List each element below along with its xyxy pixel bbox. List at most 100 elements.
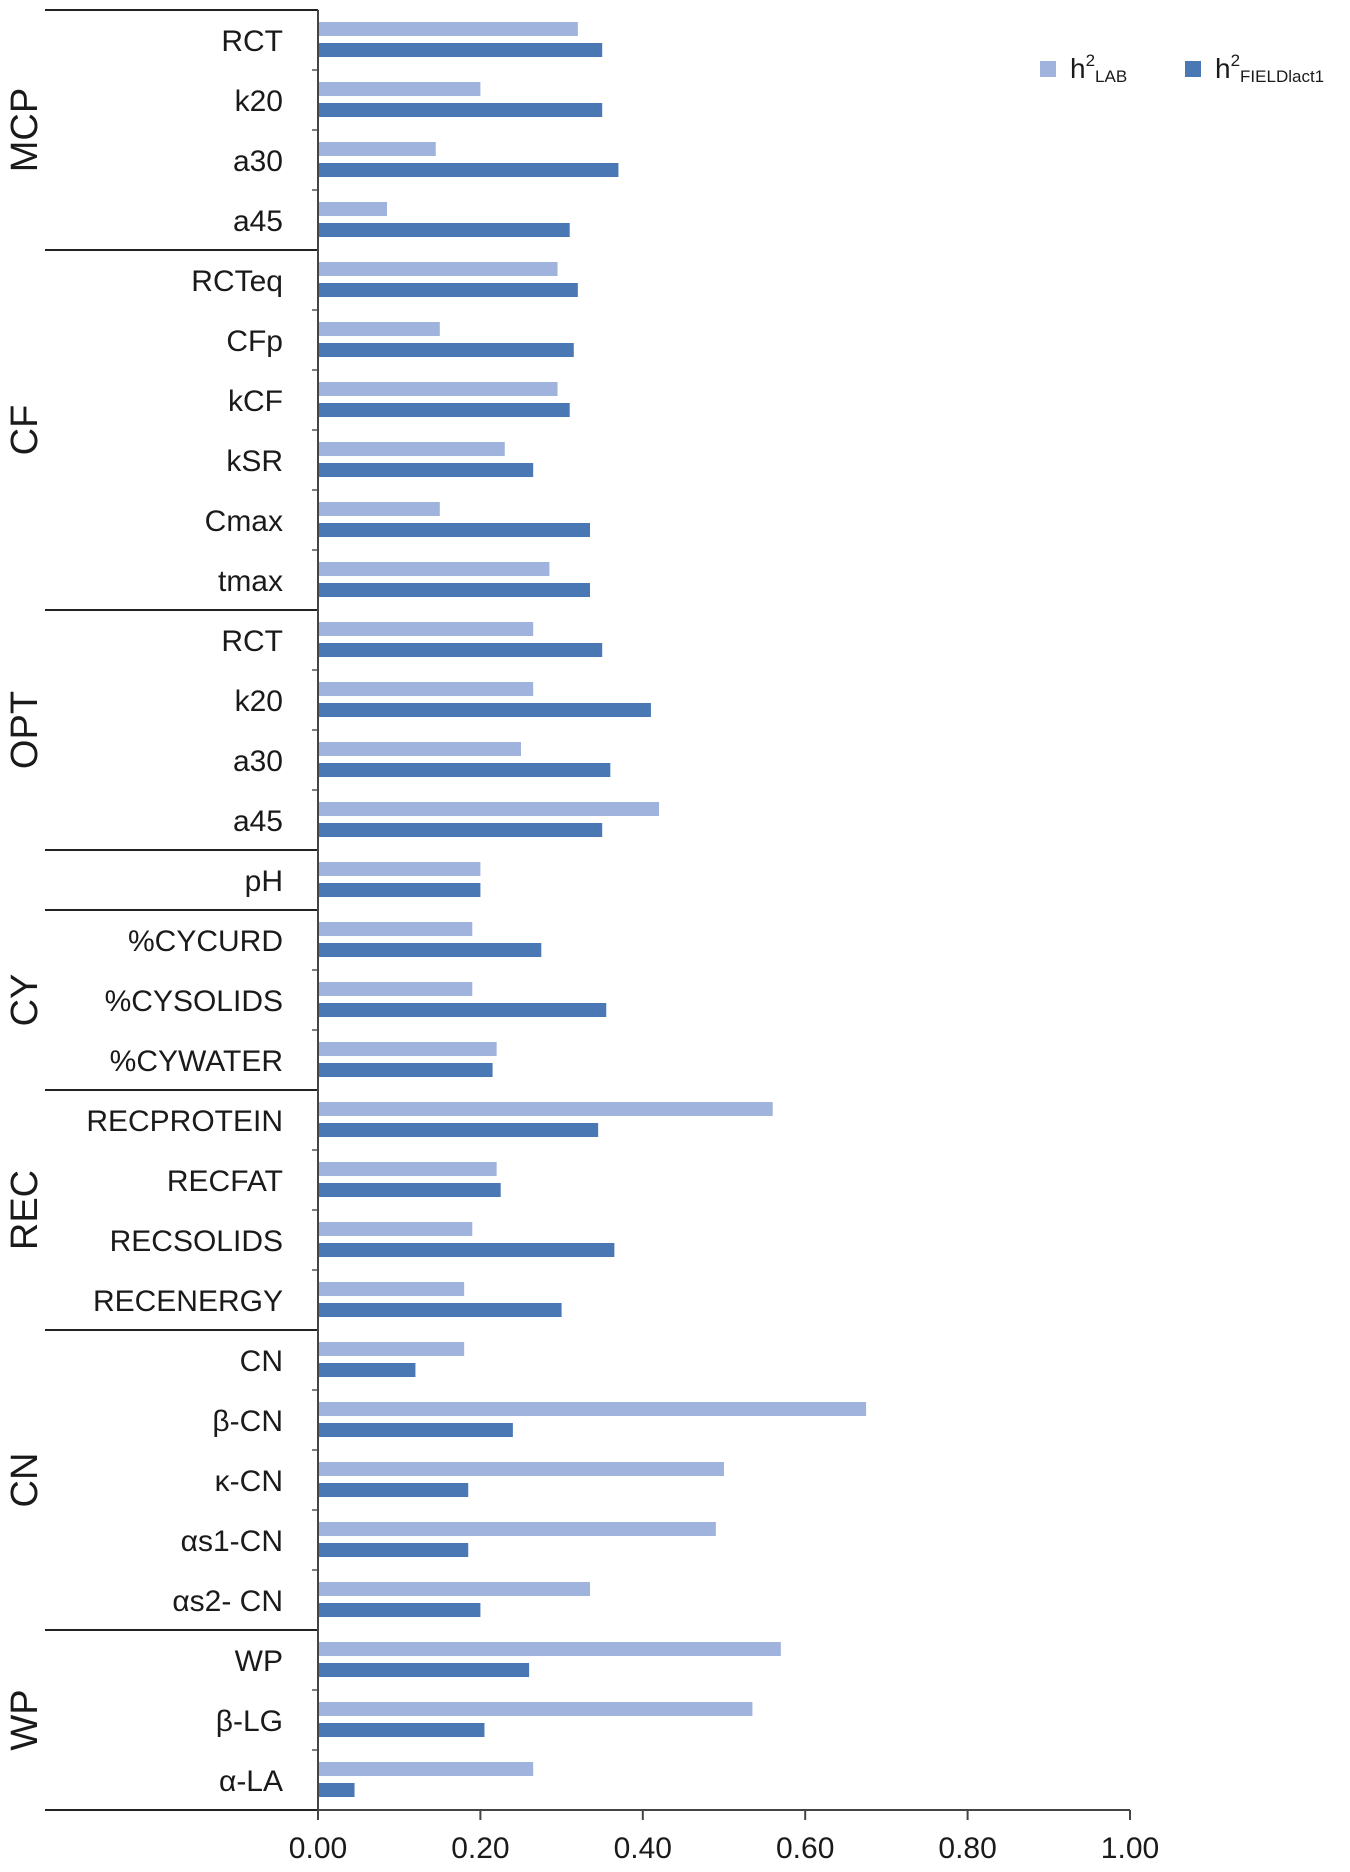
group-label: OPT xyxy=(4,691,46,769)
category-label: kCF xyxy=(228,385,283,418)
bar-h2-lab xyxy=(319,1762,534,1776)
bar-h2-fieldlact1 xyxy=(319,1003,607,1017)
bar-h2-lab xyxy=(319,142,436,156)
bar-h2-lab xyxy=(319,22,578,36)
category-label: kSR xyxy=(226,445,283,478)
legend-label-sub: LAB xyxy=(1095,67,1127,86)
bar-h2-fieldlact1 xyxy=(319,703,651,717)
group-label: CY xyxy=(4,974,46,1027)
bar-h2-fieldlact1 xyxy=(319,523,591,537)
bar-h2-lab xyxy=(319,1162,497,1176)
bar-h2-lab xyxy=(319,1282,465,1296)
category-label: RECFAT xyxy=(167,1165,283,1198)
bar-h2-lab xyxy=(319,502,440,516)
category-label: κ-CN xyxy=(215,1465,283,1498)
category-label: k20 xyxy=(235,85,283,118)
bar-h2-lab xyxy=(319,262,558,276)
bar-h2-lab xyxy=(319,682,534,696)
bar-h2-lab xyxy=(319,1342,465,1356)
category-label: a30 xyxy=(233,145,283,178)
bar-h2-lab xyxy=(319,1402,867,1416)
category-label: α-LA xyxy=(219,1765,283,1798)
bar-h2-fieldlact1 xyxy=(319,823,603,837)
category-label: a45 xyxy=(233,805,283,838)
bar-h2-lab xyxy=(319,1642,781,1656)
bar-h2-fieldlact1 xyxy=(319,763,611,777)
bar-h2-fieldlact1 xyxy=(319,1603,481,1617)
legend-label-sub: FIELDlact1 xyxy=(1240,67,1324,86)
x-tick-label: 0.40 xyxy=(614,1832,672,1865)
category-label: β-CN xyxy=(212,1405,283,1438)
bar-h2-fieldlact1 xyxy=(319,403,570,417)
category-label: CFp xyxy=(226,325,283,358)
category-label: %CYCURD xyxy=(128,925,283,958)
bar-h2-lab xyxy=(319,562,550,576)
bar-h2-lab xyxy=(319,1462,724,1476)
category-label: RECPROTEIN xyxy=(86,1105,283,1138)
legend-label-base: h xyxy=(1070,53,1086,84)
category-label: WP xyxy=(235,1645,283,1678)
category-label: k20 xyxy=(235,685,283,718)
bar-h2-lab xyxy=(319,1702,753,1716)
bar-h2-lab xyxy=(319,82,481,96)
category-label: αs1-CN xyxy=(181,1525,283,1558)
category-label: a30 xyxy=(233,745,283,778)
bar-h2-fieldlact1 xyxy=(319,223,570,237)
category-label: RECSOLIDS xyxy=(110,1225,283,1258)
legend-swatch xyxy=(1185,61,1201,77)
bar-h2-lab xyxy=(319,1042,497,1056)
x-tick-label: 0.80 xyxy=(938,1832,996,1865)
bar-h2-fieldlact1 xyxy=(319,1243,615,1257)
bar-h2-fieldlact1 xyxy=(319,1123,599,1137)
bar-h2-lab xyxy=(319,202,388,216)
bar-h2-fieldlact1 xyxy=(319,1183,501,1197)
legend-swatch xyxy=(1040,61,1056,77)
group-label: WP xyxy=(4,1689,46,1750)
bar-h2-fieldlact1 xyxy=(319,1663,530,1677)
bar-h2-lab xyxy=(319,1582,591,1596)
category-label: RCT xyxy=(221,25,283,58)
bar-h2-fieldlact1 xyxy=(319,883,481,897)
category-label: CN xyxy=(240,1345,283,1378)
bar-h2-fieldlact1 xyxy=(319,943,542,957)
x-tick-label: 1.00 xyxy=(1101,1832,1159,1865)
bar-h2-fieldlact1 xyxy=(319,343,574,357)
category-label: RECENERGY xyxy=(93,1285,283,1318)
bar-h2-fieldlact1 xyxy=(319,1723,485,1737)
bar-h2-fieldlact1 xyxy=(319,1303,562,1317)
bar-h2-lab xyxy=(319,322,440,336)
bar-h2-fieldlact1 xyxy=(319,103,603,117)
bar-h2-lab xyxy=(319,862,481,876)
legend-label-sup: 2 xyxy=(1231,51,1240,70)
category-label: RCTeq xyxy=(191,265,283,298)
x-tick-label: 0.00 xyxy=(289,1832,347,1865)
x-tick-label: 0.60 xyxy=(776,1832,834,1865)
group-label: CN xyxy=(4,1453,46,1508)
bar-h2-lab xyxy=(319,442,505,456)
bar-h2-lab xyxy=(319,802,660,816)
bar-h2-lab xyxy=(319,1522,716,1536)
category-label: RCT xyxy=(221,625,283,658)
bar-h2-fieldlact1 xyxy=(319,43,603,57)
bar-h2-lab xyxy=(319,922,473,936)
bar-h2-lab xyxy=(319,382,558,396)
category-label: Cmax xyxy=(205,505,283,538)
bar-h2-fieldlact1 xyxy=(319,1363,416,1377)
legend-label: h2LAB xyxy=(1070,51,1127,86)
bar-h2-fieldlact1 xyxy=(319,283,578,297)
bar-h2-lab xyxy=(319,742,521,756)
legend-label: h2FIELDlact1 xyxy=(1215,51,1324,86)
category-label: pH xyxy=(245,865,283,898)
category-label: a45 xyxy=(233,205,283,238)
bar-h2-fieldlact1 xyxy=(319,1783,355,1797)
category-label: tmax xyxy=(218,565,283,598)
bar-h2-fieldlact1 xyxy=(319,1423,513,1437)
legend-label-sup: 2 xyxy=(1086,51,1095,70)
category-label: %CYWATER xyxy=(110,1045,283,1078)
bar-h2-fieldlact1 xyxy=(319,1063,493,1077)
bar-h2-fieldlact1 xyxy=(319,463,534,477)
bar-h2-fieldlact1 xyxy=(319,583,591,597)
bar-h2-lab xyxy=(319,1222,473,1236)
